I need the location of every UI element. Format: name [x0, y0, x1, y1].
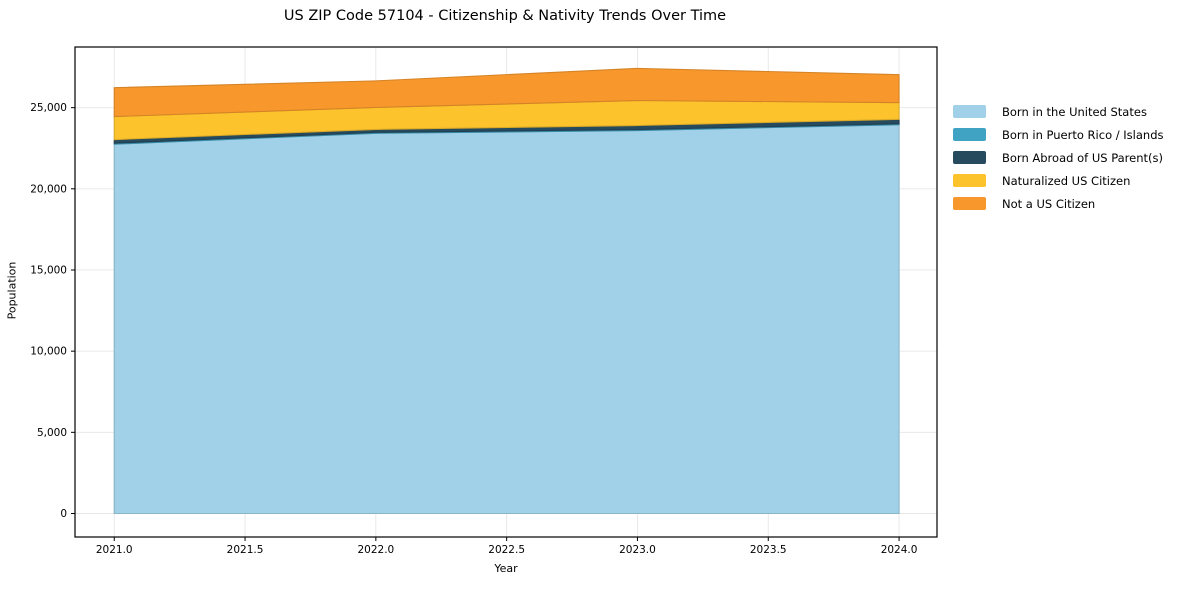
area-series	[113, 124, 900, 515]
x-tick-label: 2021.0	[96, 544, 133, 556]
legend-swatch	[953, 197, 986, 210]
legend-label: Born Abroad of US Parent(s)	[1002, 150, 1163, 165]
legend-label: Naturalized US Citizen	[1002, 173, 1131, 188]
legend-item: Born in Puerto Rico / Islands	[953, 127, 1164, 142]
legend-item: Not a US Citizen	[953, 196, 1164, 211]
chart-title: US ZIP Code 57104 - Citizenship & Nativi…	[283, 8, 727, 24]
y-tick-label: 0	[60, 508, 67, 520]
x-axis-label: Year	[494, 562, 518, 575]
x-tick-label: 2022.0	[357, 544, 394, 556]
x-tick-label: 2023.5	[750, 544, 787, 556]
legend-swatch	[953, 151, 986, 164]
y-tick-label: 5,000	[37, 427, 67, 439]
x-tick-label: 2024.0	[881, 544, 918, 556]
legend-swatch	[953, 128, 986, 141]
x-tick-label: 2023.0	[619, 544, 656, 556]
y-tick-label: 15,000	[30, 264, 67, 276]
area-series	[113, 67, 900, 118]
legend-label: Born in the United States	[1002, 104, 1147, 119]
y-tick-label: 20,000	[30, 183, 67, 195]
legend-item: Born in the United States	[953, 104, 1164, 119]
legend-label: Not a US Citizen	[1002, 196, 1096, 211]
legend: Born in the United States Born in Puerto …	[953, 105, 1164, 220]
x-tick-label: 2021.5	[227, 544, 264, 556]
plot-border	[74, 46, 938, 538]
y-tick-label: 10,000	[30, 346, 67, 358]
y-axis-label: Population	[5, 261, 19, 320]
legend-swatch	[953, 174, 986, 187]
legend-label: Born in Puerto Rico / Islands	[1002, 127, 1164, 142]
legend-item: Born Abroad of US Parent(s)	[953, 150, 1164, 165]
legend-swatch	[953, 105, 986, 118]
x-tick-label: 2022.5	[488, 544, 525, 556]
y-tick-label: 25,000	[30, 102, 67, 114]
legend-item: Naturalized US Citizen	[953, 173, 1164, 188]
